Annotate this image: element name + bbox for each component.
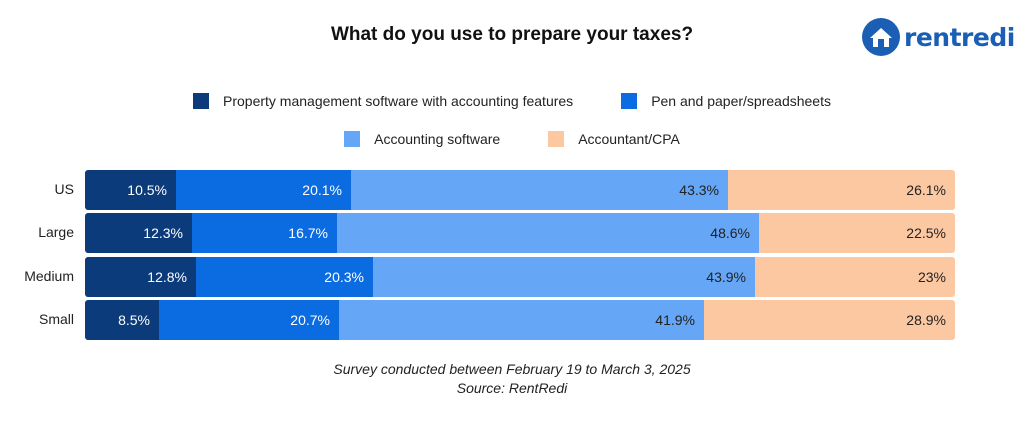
legend-item-4: Accountant/CPA <box>548 131 680 147</box>
bar-segment-us-2: 20.1% <box>176 170 351 210</box>
bar-segment-small-3: 41.9% <box>339 300 704 340</box>
legend-label-4: Accountant/CPA <box>578 131 680 147</box>
house-logo-icon <box>862 18 900 56</box>
bar-segment-medium-2: 20.3% <box>196 257 373 297</box>
data-label: 20.7% <box>290 312 330 328</box>
row-label-medium: Medium <box>24 268 74 284</box>
data-label: 12.3% <box>143 225 183 241</box>
legend-swatch-4 <box>548 131 565 147</box>
data-label: 16.7% <box>288 225 328 241</box>
bar-segment-medium-1: 12.8% <box>85 257 196 297</box>
legend-item-1: Property management software with accoun… <box>193 93 573 109</box>
bar-segment-small-4: 28.9% <box>704 300 955 340</box>
legend-swatch-1 <box>193 93 209 109</box>
legend-label-1: Property management software with accoun… <box>223 93 574 109</box>
data-label: 43.9% <box>706 269 746 285</box>
bar-segment-large-3: 48.6% <box>337 213 759 253</box>
bar-small: 8.5% 20.7% 41.9% 28.9% <box>85 300 955 340</box>
bar-segment-large-4: 22.5% <box>759 213 955 253</box>
source-note: Source: RentRedi <box>456 380 568 396</box>
data-label: 48.6% <box>710 225 750 241</box>
legend-item-2: Pen and paper/spreadsheets <box>621 93 831 109</box>
legend-row-2: Accounting software Accountant/CPA <box>0 131 1024 147</box>
bar-segment-large-1: 12.3% <box>85 213 192 253</box>
bar-medium: 12.8% 20.3% 43.9% 23% <box>85 257 955 297</box>
data-label: 10.5% <box>127 182 167 198</box>
bar-large: 12.3% 16.7% 48.6% 22.5% <box>85 213 955 253</box>
survey-note: Survey conducted between February 19 to … <box>333 361 691 377</box>
bar-segment-us-4: 26.1% <box>728 170 955 210</box>
row-label-large: Large <box>38 224 74 240</box>
rentredi-logo: rentredi <box>860 16 1015 58</box>
bar-segment-us-3: 43.3% <box>351 170 728 210</box>
logo-text: rentredi <box>904 22 1015 52</box>
data-label: 20.3% <box>324 269 364 285</box>
data-label: 28.9% <box>906 312 946 328</box>
row-label-us: US <box>54 181 74 197</box>
data-label: 26.1% <box>906 182 946 198</box>
bar-segment-small-1: 8.5% <box>85 300 159 340</box>
data-label: 43.3% <box>679 182 719 198</box>
legend-swatch-3 <box>344 131 361 147</box>
data-label: 20.1% <box>302 182 342 198</box>
bar-us: 10.5% 20.1% 43.3% 26.1% <box>85 170 955 210</box>
data-label: 8.5% <box>118 312 150 328</box>
legend-label-2: Pen and paper/spreadsheets <box>651 93 831 109</box>
bar-segment-medium-4: 23% <box>755 257 955 297</box>
legend-swatch-2 <box>621 93 638 109</box>
data-label: 22.5% <box>906 225 946 241</box>
bar-segment-small-2: 20.7% <box>159 300 339 340</box>
bar-segment-large-2: 16.7% <box>192 213 337 253</box>
legend-row-1: Property management software with accoun… <box>0 93 1024 109</box>
data-label: 12.8% <box>147 269 187 285</box>
data-label: 23% <box>917 269 946 285</box>
bar-segment-us-1: 10.5% <box>85 170 176 210</box>
data-label: 41.9% <box>655 312 695 328</box>
bar-segment-medium-3: 43.9% <box>373 257 755 297</box>
legend-label-3: Accounting software <box>374 131 501 147</box>
legend-item-3: Accounting software <box>344 131 500 147</box>
chart-title: What do you use to prepare your taxes? <box>330 24 694 45</box>
row-label-small: Small <box>38 311 74 327</box>
